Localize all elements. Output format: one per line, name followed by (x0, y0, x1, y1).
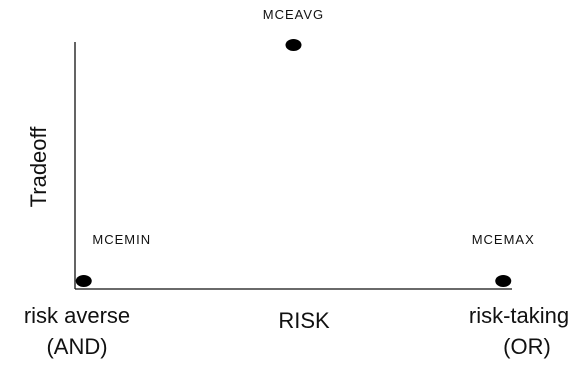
point-mcemax (495, 275, 512, 287)
x-axis-label: RISK (278, 308, 330, 333)
point-mcemin (75, 275, 92, 287)
data-points: MCEMIN MCEAVG MCEMAX (75, 7, 535, 287)
point-mceavg (285, 39, 302, 51)
point-label-mcemax: MCEMAX (472, 232, 535, 247)
x-tick-right-line1: risk-taking (469, 303, 569, 328)
y-axis-label: Tradeoff (26, 126, 51, 208)
point-label-mcemin: MCEMIN (92, 232, 151, 247)
x-tick-left-line1: risk averse (24, 303, 130, 328)
x-tick-left-line2: (AND) (46, 334, 107, 359)
x-tick-right-line2: (OR) (503, 334, 551, 359)
point-label-mceavg: MCEAVG (263, 7, 324, 22)
